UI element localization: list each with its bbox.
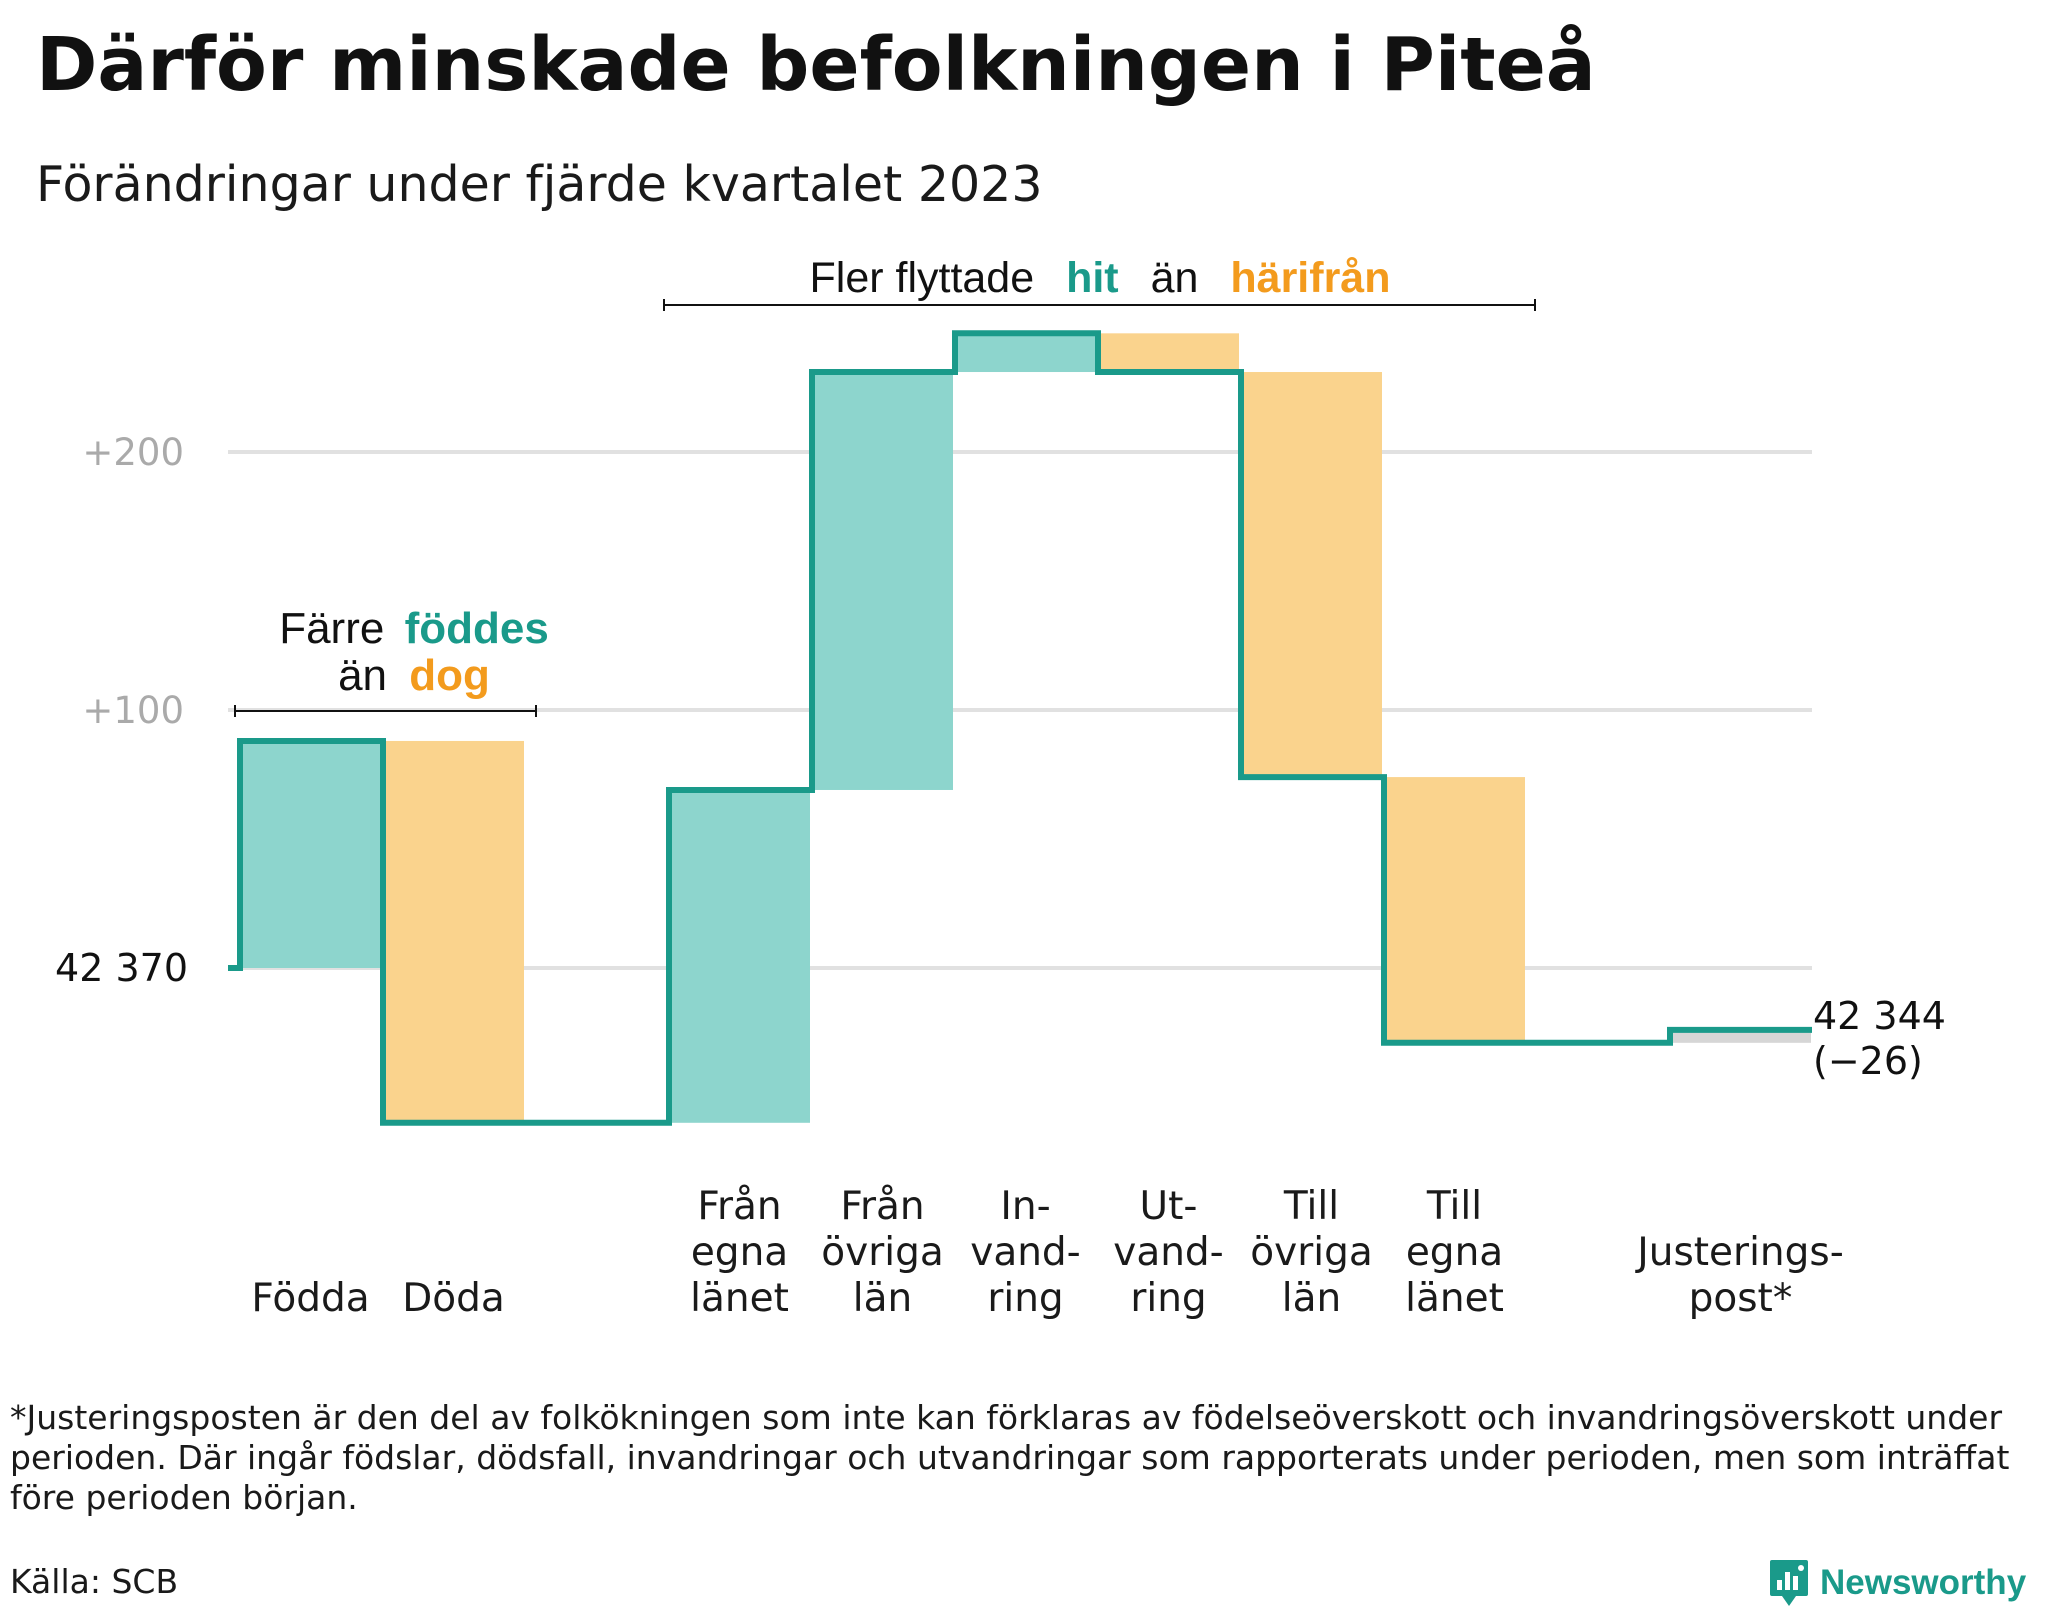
svg-text:Färre föddes: Färre föddes — [279, 604, 549, 653]
bar-positive — [669, 789, 810, 1123]
births-annotation-text-2: än — [338, 651, 387, 700]
category-label: Från — [697, 1184, 781, 1229]
chart-title: Därför minskade befolkningen i Piteå — [36, 22, 1596, 108]
category-label: In- — [1000, 1184, 1050, 1229]
svg-text:Fler flyttade hit: Fler flyttade hit än härifrån — [810, 254, 1391, 302]
bar-positive — [240, 740, 381, 968]
category-label: övriga — [1250, 1230, 1372, 1275]
category-label: ring — [987, 1276, 1063, 1321]
bars-group — [240, 333, 1811, 1123]
births-annotation: Färre föddes än dog — [234, 604, 549, 717]
births-annotation-text: Färre — [279, 604, 384, 653]
category-label: Till — [1283, 1184, 1339, 1229]
category-label: egna — [1406, 1230, 1503, 1275]
category-label: ring — [1130, 1276, 1206, 1321]
cumulative-step-line — [228, 330, 1812, 1126]
bar-positive — [812, 372, 953, 790]
category-label: vand- — [1113, 1230, 1224, 1275]
category-label: Från — [840, 1184, 924, 1229]
newsworthy-logo-icon — [1770, 1560, 1808, 1606]
moves-annotation-text-2: än — [1151, 254, 1199, 302]
deaths-annotation-highlight: dog — [409, 651, 490, 700]
bar-positive — [955, 333, 1096, 373]
source-note: Källa: SCB — [10, 1562, 179, 1601]
brand-name: Newsworthy — [1820, 1563, 2027, 1602]
bar-negative — [383, 740, 524, 1123]
bar-negative — [1098, 333, 1239, 373]
moves-annotation-highlight-hit: hit — [1066, 254, 1119, 302]
y-tick-label: +100 — [82, 689, 184, 732]
category-labels: Födda DödaFrånegnalänetFrånövrigalänIn-va… — [251, 1184, 1843, 1321]
footnote: *Justeringsposten är den del av folkökni… — [10, 1398, 2010, 1517]
category-label: övriga — [821, 1230, 943, 1275]
bar-adjust — [1670, 1029, 1811, 1043]
category-label: Ut- — [1140, 1184, 1198, 1229]
end-change-label: (−26) — [1813, 1039, 1923, 1083]
category-label: länet — [690, 1276, 789, 1321]
moves-annotation-text: Fler flyttade — [810, 254, 1035, 302]
category-label: Döda — [402, 1276, 505, 1321]
category-label: län — [1282, 1276, 1341, 1321]
moves-annotation-highlight-harifran: härifrån — [1230, 254, 1390, 302]
brand-logo: Newsworthy — [1768, 1558, 2026, 1608]
bar-negative — [1241, 372, 1382, 778]
category-label: post* — [1689, 1276, 1793, 1321]
category-label: län — [853, 1276, 912, 1321]
category-label: Till — [1426, 1184, 1482, 1229]
category-label: Födda — [251, 1276, 369, 1321]
category-label: Justerings- — [1634, 1230, 1844, 1275]
births-annotation-highlight: föddes — [405, 604, 549, 653]
start-value-label: 42 370 — [55, 946, 188, 990]
moves-annotation: Fler flyttade hit än härifrån — [663, 254, 1536, 311]
end-value-label: 42 344 — [1813, 994, 1946, 1038]
bar-negative — [1384, 777, 1525, 1043]
chart-subtitle: Förändringar under fjärde kvartalet 2023 — [36, 156, 1043, 213]
y-tick-label: +200 — [82, 431, 184, 474]
waterfall-chart: +100+200 Födda DödaFrånegnalänetFrånövrig… — [55, 254, 1946, 1321]
category-label: egna — [691, 1230, 788, 1275]
category-label: vand- — [970, 1230, 1081, 1275]
category-label: länet — [1405, 1276, 1504, 1321]
svg-text:än dog: än dog — [338, 651, 490, 700]
